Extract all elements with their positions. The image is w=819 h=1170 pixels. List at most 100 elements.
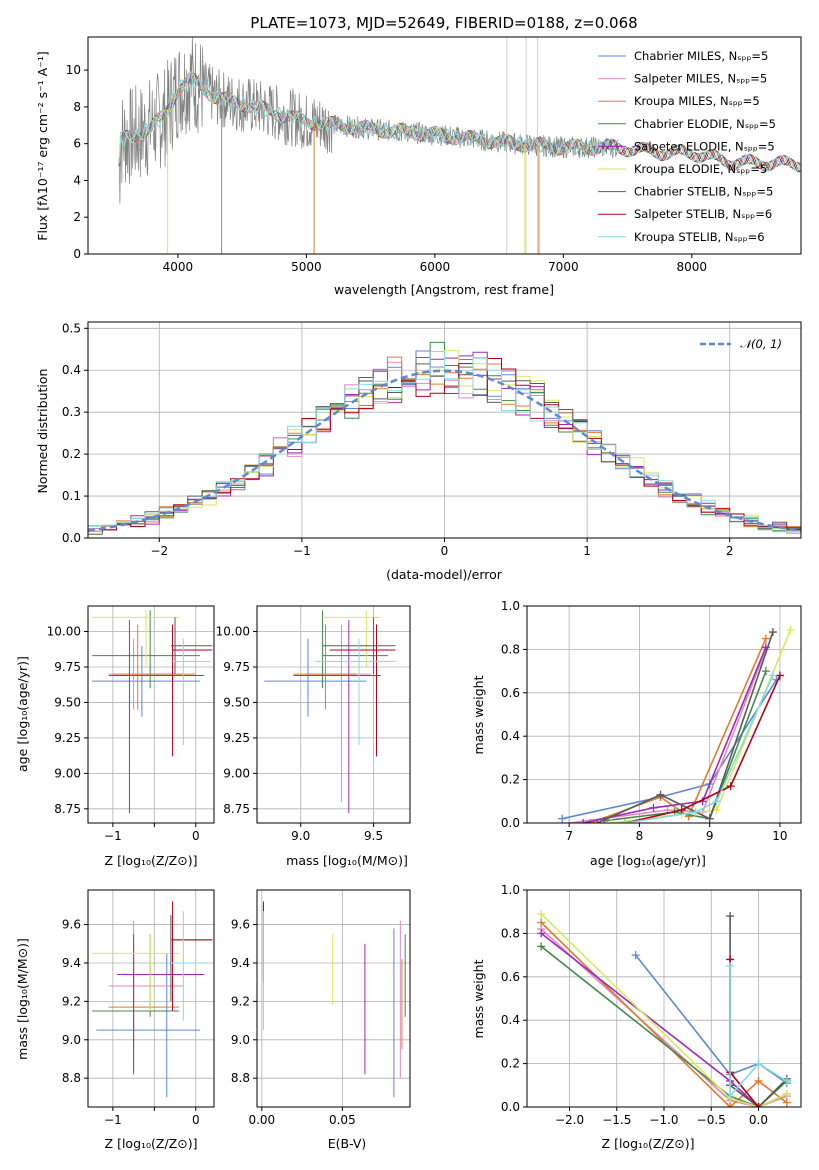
plot-clip-group	[88, 322, 801, 538]
spectrum-axes: 4000 5000 6000 7000 8000 0 2 4 6 8 10	[66, 36, 802, 274]
y-tick-label: 6	[73, 137, 81, 151]
weight-point-marker	[754, 1076, 763, 1085]
x-tick-label: −2.0	[555, 1113, 584, 1127]
x-tick-label: −1	[293, 544, 311, 558]
panel-residuals: −2 −1 0 1 2 0.0 0.1 0.2 0.3 0.4 0.5 (data-model)/e…	[35, 321, 802, 582]
legend-label: Kroupa ELODIE, Nₛₚₚ=5	[634, 162, 767, 176]
mass-vs-z-plot-area	[88, 890, 214, 1107]
residuals-axes: −2 −1 0 1 2 0.0 0.1 0.2 0.3 0.4 0.5	[62, 321, 802, 558]
x-tick-label: −0.5	[697, 1113, 726, 1127]
legend-label-normal: 𝒩(0, 1)	[740, 337, 782, 351]
y-tick-label: 0.4	[501, 729, 520, 743]
weight-point-marker	[691, 808, 700, 817]
y-tick-label: 10.00	[47, 625, 81, 639]
legend-label: Chabrier STELIB, Nₛₚₚ=5	[634, 185, 773, 199]
panel-age-vs-z: −1 0 8.75 9.00 9.25 9.50 9.75 10.00 Z [log₁₀(Z/…	[15, 605, 215, 868]
weight-point-marker	[537, 918, 546, 927]
legend-label: Chabrier MILES, Nₛₚₚ=5	[634, 49, 768, 63]
spectrum-title: PLATE=1073, MJD=52649, FIBERID=0188, z=0…	[250, 14, 637, 32]
axes-frame	[87, 36, 802, 255]
x-tick-label: 0.05	[329, 1113, 356, 1127]
x-tick-label: 8	[636, 829, 644, 843]
y-tick-label: 9.75	[54, 660, 81, 674]
y-tick-label: 0.8	[501, 926, 520, 940]
mass-vs-z-ylabel: mass [log₁₀(M/M⊙)]	[15, 938, 30, 1060]
y-tick-label: 9.2	[231, 994, 250, 1008]
y-tick-label: 0.2	[501, 773, 520, 787]
residuals-xlabel: (data-model)/error	[386, 567, 503, 582]
weight-vs-z-xlabel: Z [log₁₀(Z/Z⊙)]	[602, 1136, 695, 1151]
weight-point-marker	[537, 942, 546, 951]
weight-point-marker	[782, 1089, 791, 1098]
panel-age-vs-mass: 9.0 9.5 8.75 9.00 9.25 9.50 9.75 10.00 mass [lo…	[216, 605, 411, 868]
y-tick-label: 0.5	[62, 321, 81, 335]
mass-vs-ebv-axes: 0.00 0.05 8.8 9.0 9.2 9.4 9.6	[231, 889, 411, 1127]
weight-point-marker	[775, 671, 784, 680]
weight-vs-z-axes: −2.0 −1.5 −1.0 −0.5 0.0 0.0 0.2 0.4 0.6 0.8 1.0	[501, 883, 802, 1127]
weight-point-marker	[579, 819, 588, 823]
x-tick-label: 5000	[291, 260, 322, 274]
mass-vs-z-xlabel: Z [log₁₀(Z/Z⊙)]	[105, 1136, 198, 1151]
model-spectrum-main	[118, 72, 617, 159]
y-tick-label: 0.1	[62, 489, 81, 503]
x-tick-label: 10	[772, 829, 787, 843]
weight-point-marker	[712, 805, 721, 814]
plot-clip-group	[257, 606, 410, 823]
weight-point-marker	[761, 634, 770, 643]
spectrum-ylabel: Flux [fλ10⁻¹⁷ erg cm⁻² s⁻¹ A⁻¹]	[35, 51, 50, 240]
weight-vs-z-plot-area	[527, 890, 801, 1107]
axes-frame	[256, 889, 411, 1108]
weight-series-line	[604, 670, 767, 822]
x-tick-label: 9	[706, 829, 714, 843]
x-tick-label: 1	[583, 544, 591, 558]
weight-point-marker	[537, 909, 546, 918]
x-tick-label: 0	[441, 544, 449, 558]
y-tick-label: 1.0	[501, 599, 520, 613]
plot-clip-group	[527, 606, 801, 823]
y-tick-label: 9.0	[231, 1033, 250, 1047]
observed-spectrum	[118, 37, 618, 204]
spectrum-legend: Chabrier MILES, Nₛₚₚ=5 Salpeter MILES, Nₛ…	[598, 49, 776, 244]
y-tick-label: 9.4	[62, 956, 81, 970]
y-tick-label: 10	[66, 63, 81, 77]
y-tick-label: 9.25	[54, 731, 81, 745]
y-tick-label: 0	[73, 247, 81, 261]
x-tick-label: 0	[192, 829, 200, 843]
y-tick-label: 9.0	[62, 1033, 81, 1047]
model-spectrum	[601, 138, 801, 172]
plot-clip-group	[88, 606, 214, 823]
axes-frame	[87, 605, 215, 824]
age-vs-z-plot-area	[88, 606, 214, 823]
y-tick-label: 8.75	[223, 802, 250, 816]
y-tick-label: 0.4	[501, 1013, 520, 1027]
y-tick-label: 9.75	[223, 660, 250, 674]
age-vs-z-xlabel: Z [log₁₀(Z/Z⊙)]	[105, 853, 198, 868]
residuals-plot-area	[88, 322, 801, 538]
plot-clip-group	[527, 890, 801, 1107]
x-tick-label: 0.00	[248, 1113, 275, 1127]
plot-clip-group	[118, 37, 801, 254]
residuals-legend: 𝒩(0, 1)	[700, 337, 782, 351]
weight-point-marker	[782, 1076, 791, 1085]
panel-mass-vs-z: −1 0 8.8 9.0 9.2 9.4 9.6 Z [log₁₀(Z/Z⊙)] mass …	[15, 889, 215, 1151]
y-tick-label: 10.00	[216, 625, 250, 639]
weight-series-line	[625, 675, 774, 823]
mass-vs-ebv-plot-area	[257, 890, 410, 1107]
weight-point-marker	[754, 1059, 763, 1068]
model-spectrum	[601, 139, 801, 173]
y-tick-label: 0.6	[501, 970, 520, 984]
x-tick-label: −1	[104, 1113, 122, 1127]
y-tick-label: 8.75	[54, 802, 81, 816]
panel-weight-vs-age: 7 8 9 10 0.0 0.2 0.4 0.6 0.8 1.0 age [log₁₀(age/y…	[471, 599, 802, 868]
weight-series-line	[569, 649, 767, 823]
y-tick-label: 8.8	[62, 1071, 81, 1085]
weight-point-marker	[726, 1103, 735, 1107]
panel-weight-vs-z: −2.0 −1.5 −1.0 −0.5 0.0 0.0 0.2 0.4 0.6 0.8 1.0 Z …	[471, 883, 802, 1151]
weight-point-marker	[712, 797, 721, 806]
weight-point-marker	[782, 1098, 791, 1107]
weight-point-marker	[726, 782, 735, 791]
weight-point-marker	[754, 1103, 763, 1107]
weight-point-marker	[586, 819, 595, 823]
weight-point-marker	[607, 819, 616, 823]
weight-point-marker	[558, 814, 567, 823]
